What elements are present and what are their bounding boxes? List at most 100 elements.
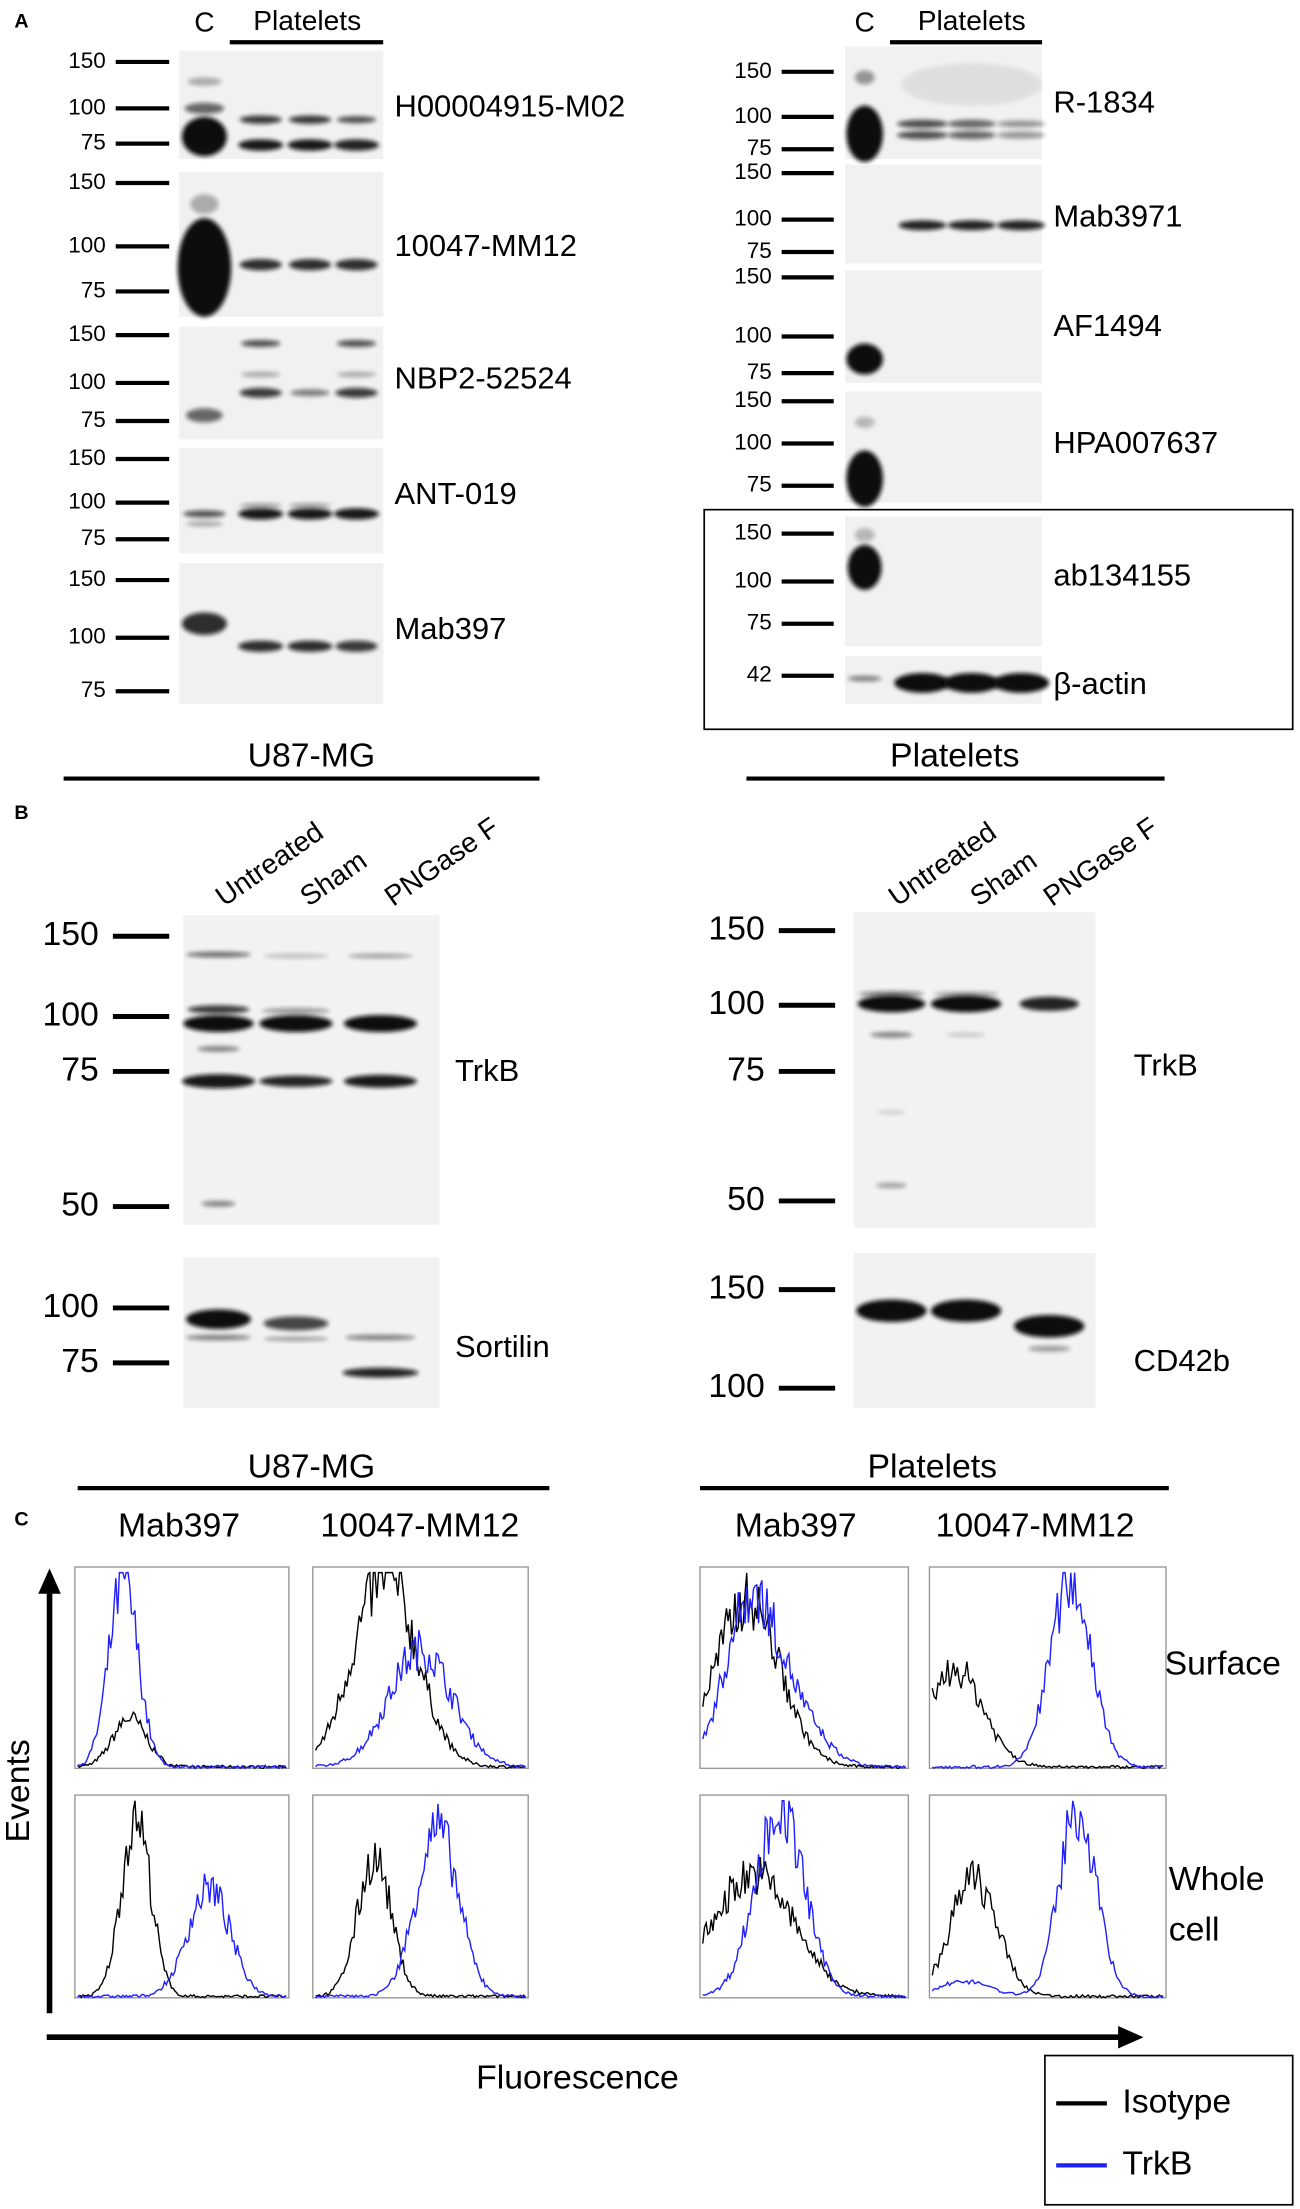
group-label: U87-MG xyxy=(248,1447,376,1485)
marker-label: 150 xyxy=(708,910,764,948)
lane-label: PNGase F xyxy=(379,811,504,912)
marker-label: 150 xyxy=(68,445,106,470)
band xyxy=(239,115,282,124)
band xyxy=(348,953,413,959)
marker-label: 100 xyxy=(734,429,772,454)
marker-label: 42 xyxy=(747,662,772,687)
blot xyxy=(183,1257,440,1408)
marker-label: 75 xyxy=(81,525,106,550)
histogram xyxy=(77,1873,287,1999)
band xyxy=(201,1200,236,1207)
band xyxy=(197,1046,240,1052)
group-label: Platelets xyxy=(890,736,1020,774)
blot xyxy=(853,912,1096,1228)
marker-label: 50 xyxy=(727,1180,765,1218)
band xyxy=(186,1334,251,1341)
marker-label: 75 xyxy=(747,135,772,160)
band xyxy=(947,119,996,129)
group-label: Platelets xyxy=(918,5,1026,36)
band xyxy=(854,416,875,429)
band xyxy=(186,1309,251,1330)
band xyxy=(241,340,281,348)
band xyxy=(262,1008,330,1014)
arrow-head xyxy=(38,1568,61,1594)
histogram xyxy=(932,1571,1164,1770)
antibody-label: Mab397 xyxy=(394,611,506,646)
marker-label: 100 xyxy=(68,232,106,257)
group-label: Platelets xyxy=(253,5,361,36)
band xyxy=(187,77,222,86)
band xyxy=(1019,996,1079,1011)
band xyxy=(854,70,875,85)
band xyxy=(184,102,225,115)
legend-box xyxy=(1044,2054,1294,2206)
band xyxy=(181,116,227,157)
marker-label: 100 xyxy=(734,567,772,592)
band xyxy=(186,408,223,423)
band xyxy=(333,508,379,520)
band xyxy=(946,1032,986,1037)
band xyxy=(992,672,1050,693)
band xyxy=(345,1334,416,1341)
histogram xyxy=(702,1572,906,1770)
target-label: TrkB xyxy=(455,1053,519,1088)
histogram xyxy=(315,1803,526,1999)
marker-label: 75 xyxy=(747,238,772,263)
band xyxy=(259,1075,333,1087)
band xyxy=(239,503,282,508)
band xyxy=(997,131,1045,139)
band xyxy=(336,116,377,124)
band xyxy=(898,220,947,231)
marker-label: 150 xyxy=(734,387,772,412)
antibody-label: HPA007637 xyxy=(1053,425,1218,460)
band xyxy=(847,544,882,590)
band xyxy=(187,1005,250,1014)
marker-label: 50 xyxy=(61,1185,99,1223)
band xyxy=(238,139,284,151)
target-label: Sortilin xyxy=(455,1329,550,1364)
marker-label: 75 xyxy=(81,677,106,702)
marker-label: 150 xyxy=(68,48,106,73)
band xyxy=(854,527,875,543)
antibody-label: ab134155 xyxy=(1053,557,1191,592)
panel-label: B xyxy=(14,802,28,824)
band xyxy=(947,220,996,231)
marker-label: 150 xyxy=(734,159,772,184)
band xyxy=(894,672,951,693)
marker-label: 100 xyxy=(68,94,106,119)
band xyxy=(857,995,926,1013)
band xyxy=(263,953,329,959)
marker-label: 150 xyxy=(42,915,98,953)
band xyxy=(933,991,999,997)
marker-label: 75 xyxy=(747,610,772,635)
marker-label: 150 xyxy=(734,58,772,83)
band xyxy=(997,220,1045,231)
marker-label: 100 xyxy=(42,995,98,1033)
band xyxy=(336,371,377,378)
band xyxy=(290,389,330,397)
histogram-frame xyxy=(699,1794,910,1999)
band xyxy=(335,387,378,398)
band xyxy=(181,1074,256,1089)
marker-label: 100 xyxy=(734,206,772,231)
band xyxy=(1028,1345,1071,1352)
band xyxy=(186,520,223,527)
band xyxy=(263,1316,329,1331)
band xyxy=(287,508,333,520)
blot xyxy=(844,164,1043,264)
band xyxy=(856,1299,927,1323)
blot xyxy=(183,915,440,1225)
band xyxy=(335,259,378,271)
marker-label: 75 xyxy=(81,130,106,155)
marker-label: 75 xyxy=(81,407,106,432)
band xyxy=(901,63,1043,106)
antibody-label: β-actin xyxy=(1053,666,1147,701)
row-label: cell xyxy=(1169,1911,1220,1949)
band xyxy=(897,119,948,129)
band xyxy=(342,1367,419,1378)
marker-label: 150 xyxy=(734,520,772,545)
band xyxy=(177,218,232,317)
band xyxy=(333,139,379,151)
band xyxy=(930,1299,1002,1323)
